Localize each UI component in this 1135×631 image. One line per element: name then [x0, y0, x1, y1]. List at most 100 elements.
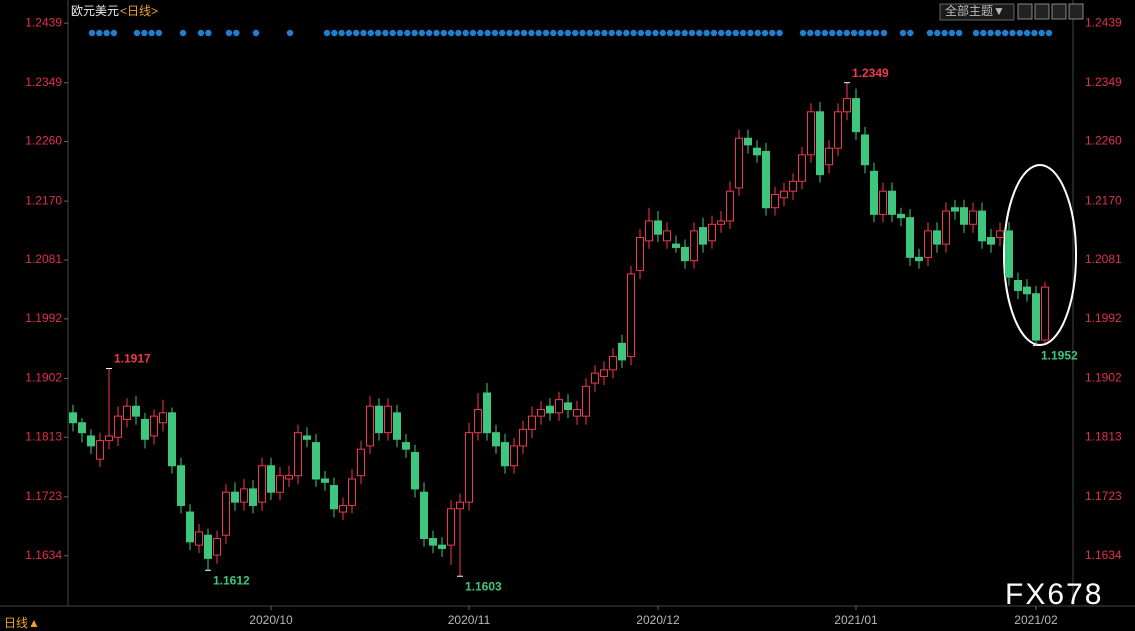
candle-body [537, 409, 545, 417]
candle-body [150, 415, 158, 437]
signal-dot [980, 29, 987, 37]
window-button[interactable] [1017, 3, 1033, 20]
candle-body [942, 210, 950, 245]
signal-dot [994, 29, 1002, 37]
y2-tick-label: 1.1634 [1085, 548, 1122, 562]
candle-body [141, 418, 149, 440]
signal-dot [843, 29, 850, 37]
signal-dot [926, 29, 934, 37]
candle-body [609, 356, 617, 371]
signal-dot [455, 29, 462, 37]
signal-dot [323, 29, 331, 37]
candle-body [429, 538, 437, 546]
candle-body [483, 392, 491, 434]
signal-dot [1045, 29, 1053, 37]
candle-body [708, 223, 716, 242]
signal-dot [645, 29, 652, 37]
signal-dot [572, 29, 579, 37]
x-tick-label: 2021/01 [834, 613, 878, 627]
candle-body [330, 485, 338, 510]
signal-dot [225, 29, 233, 37]
candle-body [1005, 230, 1013, 278]
signal-dot [528, 29, 535, 37]
extreme-label: 1.1952 [1041, 349, 1078, 363]
signal-dot [710, 29, 718, 37]
signal-dot [396, 29, 404, 37]
y-tick-label: 1.1723 [25, 489, 62, 503]
signal-dot [345, 29, 353, 37]
candle-body [186, 511, 194, 543]
signal-dot [807, 29, 814, 37]
signal-dot [821, 29, 829, 37]
signal-dot [1016, 29, 1023, 37]
y-tick-label: 1.1813 [25, 429, 62, 443]
signal-dot [367, 29, 374, 37]
candle-body [627, 273, 635, 358]
signal-dot [739, 29, 747, 37]
y2-tick-label: 1.1813 [1085, 429, 1122, 443]
highlight-ellipse [1003, 164, 1077, 346]
candle-body [726, 190, 734, 222]
signal-dot [688, 29, 696, 37]
signal-dot [799, 29, 807, 37]
signal-dot [88, 29, 96, 37]
signal-dot [872, 29, 880, 37]
candle-body [69, 412, 77, 424]
signal-dot [623, 29, 630, 37]
y2-tick-label: 1.1723 [1085, 489, 1122, 503]
candle-body [645, 220, 653, 242]
candle-body [168, 412, 176, 467]
y-tick-label: 1.2349 [25, 75, 62, 89]
candle-body [240, 488, 248, 503]
period-label: <日线> [120, 4, 158, 18]
signal-dot [148, 29, 155, 37]
signal-dot [836, 29, 843, 37]
window-button[interactable] [1034, 3, 1050, 20]
candle-body [339, 504, 347, 513]
x-tick-label: 2020/11 [448, 613, 491, 627]
theme-button-label[interactable]: 全部主题▼ [945, 3, 1005, 18]
chart-title: 欧元美元 [71, 4, 119, 18]
signal-dot [829, 29, 836, 37]
signal-dot [850, 29, 858, 37]
theme-button[interactable] [939, 3, 1015, 21]
candle-body [321, 478, 329, 483]
candle-body [834, 111, 842, 149]
signal-dot [360, 29, 367, 37]
candle-body [591, 372, 599, 384]
signal-dot [404, 29, 411, 37]
candle-body [411, 452, 419, 490]
extreme-label: 1.1612 [213, 573, 250, 587]
candle-body [546, 405, 554, 414]
signal-dot [338, 29, 345, 37]
candle-body [573, 409, 581, 417]
signal-dot [652, 29, 659, 37]
candle-body [510, 445, 518, 467]
candle-body [915, 256, 923, 262]
candle-body [681, 246, 689, 262]
candle-body [132, 405, 140, 417]
signal-dot [608, 29, 615, 37]
signal-dot [110, 29, 118, 37]
signal-dot [880, 29, 888, 37]
footer-period[interactable]: 日线▲ [4, 616, 40, 630]
y-tick-label: 1.1992 [25, 311, 62, 325]
watermark: FX678 [1005, 578, 1103, 611]
candle-body [771, 194, 779, 209]
signal-dot [761, 29, 769, 37]
window-button[interactable] [1068, 3, 1084, 20]
candle-body [492, 432, 500, 447]
window-button[interactable] [1051, 3, 1067, 20]
signal-dot [564, 29, 572, 37]
signal-dot [776, 29, 783, 37]
signal-dot [586, 29, 593, 37]
signal-dot [769, 29, 776, 37]
candle-body [798, 154, 806, 182]
candle-body [690, 230, 698, 262]
candle-body [96, 440, 104, 460]
signal-dot [725, 29, 732, 37]
candle-body [456, 501, 464, 510]
signal-dot [907, 29, 914, 37]
